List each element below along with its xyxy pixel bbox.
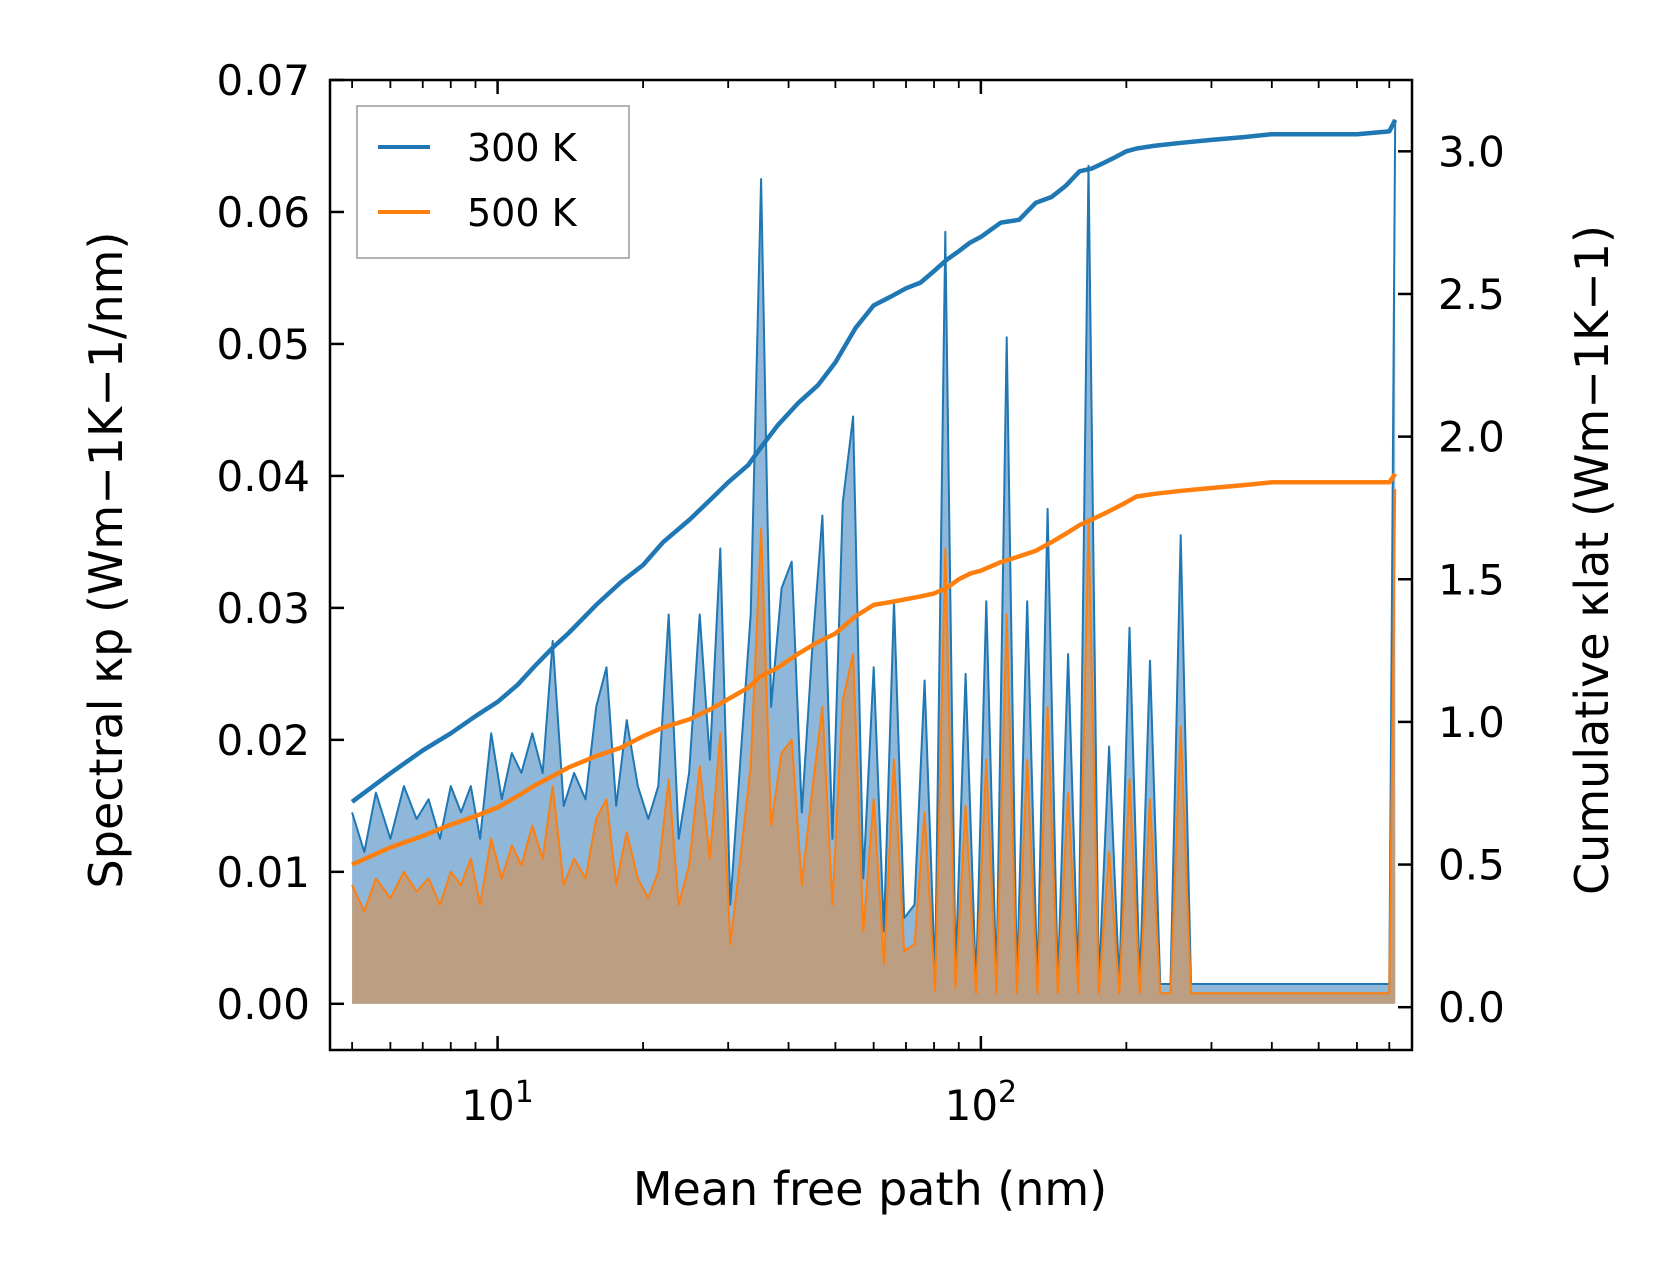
spectral-fill-300k bbox=[352, 119, 1396, 1004]
left-y-tick-label: 0.00 bbox=[216, 980, 310, 1029]
left-y-tick-label: 0.03 bbox=[216, 584, 310, 633]
left-y-axis-title: Spectral κp (Wm−1K−1/nm) bbox=[79, 232, 133, 889]
legend-label-300k: 300 K bbox=[467, 126, 578, 170]
x-tick-label-exponent: 1 bbox=[515, 1075, 534, 1110]
legend-label-500k: 500 K bbox=[467, 191, 578, 235]
right-y-tick-label: 2.0 bbox=[1438, 413, 1505, 462]
left-y-tick-label: 0.02 bbox=[216, 716, 310, 765]
right-y-tick-label: 0.5 bbox=[1438, 841, 1505, 890]
cumulative-line-300k bbox=[350, 118, 1398, 804]
left-y-tick-label: 0.05 bbox=[216, 320, 310, 369]
right-y-tick-label: 3.0 bbox=[1438, 127, 1505, 176]
x-axis-title: Mean free path (nm) bbox=[633, 1162, 1107, 1216]
right-y-tick-label: 0.0 bbox=[1438, 983, 1505, 1032]
spectral-fill-500k bbox=[352, 489, 1396, 1004]
right-y-axis-title: Cumulative κlat (Wm−1K−1) bbox=[1565, 225, 1619, 895]
left-y-tick-label: 0.01 bbox=[216, 848, 310, 897]
spectral-line-300k bbox=[351, 119, 1397, 985]
right-y-tick-label: 1.5 bbox=[1438, 555, 1505, 604]
legend-box bbox=[356, 105, 630, 259]
legend: 300 K 500 K bbox=[356, 105, 630, 259]
right-y-tick-label: 1.0 bbox=[1438, 698, 1505, 747]
left-y-tick-label: 0.07 bbox=[216, 56, 310, 105]
axes: 0.00 0.01 0.02 0.03 0.04 0.05 0.06 0.07 0.0 0.5 1.… bbox=[216, 56, 1504, 1130]
plot-area bbox=[350, 118, 1398, 1004]
right-y-tick-label: 2.5 bbox=[1438, 270, 1505, 319]
x-tick-label-exponent: 2 bbox=[998, 1075, 1017, 1110]
left-y-tick-label: 0.04 bbox=[216, 452, 310, 501]
left-y-tick-label: 0.06 bbox=[216, 188, 310, 237]
cumulative-line-500k bbox=[351, 472, 1398, 867]
spectral-line-500k bbox=[351, 489, 1397, 995]
axes-frame bbox=[328, 78, 1414, 1052]
